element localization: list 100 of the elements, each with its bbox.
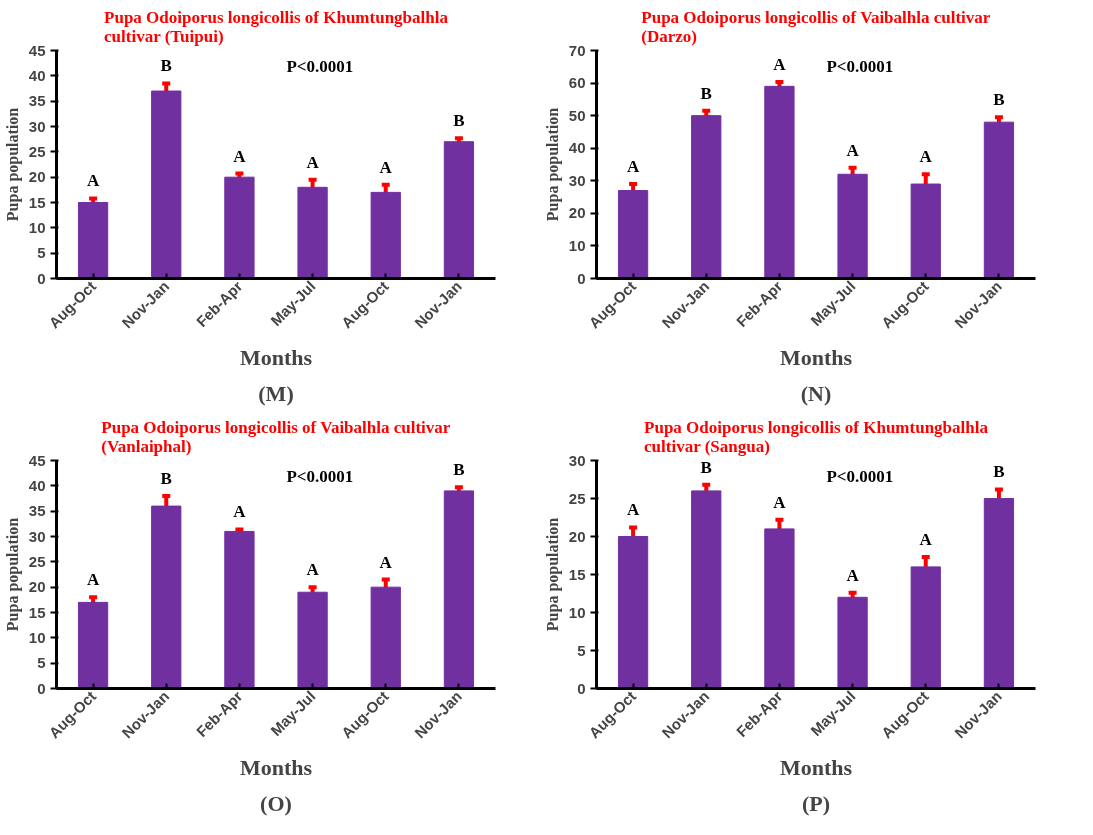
annotation: B xyxy=(453,460,465,480)
y-tick-label: 40 xyxy=(28,476,46,494)
annotation: A xyxy=(86,570,100,590)
y-tick-label: 20 xyxy=(568,204,586,222)
bar xyxy=(224,176,255,279)
bar xyxy=(151,505,182,689)
x-axis-title: Months xyxy=(239,345,313,371)
bar xyxy=(151,90,182,279)
x-axis-title: Months xyxy=(779,345,853,371)
bar xyxy=(443,141,475,279)
y-tick-label: 5 xyxy=(37,654,46,672)
y-tick-label: 0 xyxy=(577,269,586,287)
y-axis-title: Pupa population xyxy=(3,107,22,222)
y-tick-label: 40 xyxy=(28,66,46,84)
y-tick-label: 15 xyxy=(568,565,586,583)
bar xyxy=(77,601,109,689)
y-tick-label: 40 xyxy=(568,139,586,157)
text: (M) xyxy=(258,380,294,406)
bar xyxy=(837,173,868,279)
annotation: B xyxy=(700,83,712,103)
y-tick-label: 35 xyxy=(28,502,46,520)
y-tick-label: 45 xyxy=(28,451,46,469)
bar xyxy=(297,186,328,279)
annotation: A xyxy=(773,55,787,75)
y-tick-label: 20 xyxy=(568,527,586,545)
y-tick-label: 15 xyxy=(28,603,46,621)
annotation: B xyxy=(700,457,712,477)
y-tick-label: 20 xyxy=(28,168,46,186)
annotation: A xyxy=(379,157,393,177)
y-axis-title: Pupa population xyxy=(543,517,562,632)
annotation: B xyxy=(160,56,172,76)
y-tick-label: 0 xyxy=(577,679,586,697)
y-tick-label: 30 xyxy=(28,117,46,135)
annotation: B xyxy=(993,90,1005,110)
bar xyxy=(77,202,109,279)
y-tick-label: 50 xyxy=(568,106,586,124)
y-tick-label: 35 xyxy=(28,92,46,110)
annotation: A xyxy=(846,140,860,160)
y-tick-label: 5 xyxy=(37,244,46,262)
y-axis-title: Pupa population xyxy=(3,517,22,632)
bar xyxy=(983,121,1015,279)
annotation: A xyxy=(379,552,393,572)
annotation: A xyxy=(306,152,320,172)
y-tick-label: 30 xyxy=(28,527,46,545)
annotation: A xyxy=(846,565,860,585)
y-tick-label: 0 xyxy=(37,269,46,287)
annotation: A xyxy=(86,171,100,191)
bar xyxy=(297,591,328,689)
text: (N) xyxy=(800,380,832,406)
y-tick-label: 10 xyxy=(28,628,46,646)
y-axis-title: Pupa population xyxy=(543,107,562,222)
bar xyxy=(617,536,649,689)
bar xyxy=(837,596,868,689)
chart-title: Pupa Odoiporus longicollis of Khumtungbalhla cultivar (Sangua) xyxy=(644,417,989,456)
annotation: P<0.0001 xyxy=(826,56,894,76)
x-axis-title: Months xyxy=(779,755,853,781)
annotation: A xyxy=(306,560,320,580)
y-tick-label: 0 xyxy=(37,679,46,697)
bar xyxy=(910,566,941,689)
annotation: A xyxy=(919,147,933,167)
y-tick-label: 10 xyxy=(568,236,586,254)
chart-title: Pupa Odoiporus longicollis of Vaibalhla cultivar (Darzo) xyxy=(641,7,991,46)
annotation: A xyxy=(773,492,787,512)
annotation: A xyxy=(626,157,640,177)
annotation: A xyxy=(233,502,247,522)
y-tick-label: 45 xyxy=(28,41,46,59)
chart-title: Pupa Odoiporus longicollis of Khumtungbalhla cultivar (Tuipui) xyxy=(104,7,449,46)
y-tick-label: 30 xyxy=(568,451,586,469)
annotation: A xyxy=(919,530,933,550)
bar xyxy=(764,528,795,689)
text: (P) xyxy=(801,790,831,816)
y-tick-label: 60 xyxy=(568,74,586,92)
bar xyxy=(910,183,941,279)
bar xyxy=(764,85,795,279)
y-tick-label: 25 xyxy=(568,489,586,507)
annotation: B xyxy=(160,468,172,488)
bar xyxy=(370,586,401,689)
annotation: B xyxy=(453,111,465,131)
y-tick-label: 30 xyxy=(568,171,586,189)
bar xyxy=(691,115,722,279)
bar xyxy=(370,191,401,279)
annotation: A xyxy=(233,146,247,166)
y-tick-label: 10 xyxy=(28,218,46,236)
bar xyxy=(691,490,722,689)
chart-title: Pupa Odoiporus longicollis of Vaibalhla cultivar (Vanlaiphal) xyxy=(101,417,451,456)
annotation: B xyxy=(993,462,1005,482)
y-tick-label: 25 xyxy=(28,142,46,160)
x-axis-title: Months xyxy=(239,755,313,781)
text: (O) xyxy=(260,790,292,816)
annotation: P<0.0001 xyxy=(286,56,354,76)
annotation: P<0.0001 xyxy=(286,466,354,486)
bar xyxy=(443,490,475,689)
y-tick-label: 15 xyxy=(28,193,46,211)
y-tick-label: 10 xyxy=(568,603,586,621)
y-tick-label: 25 xyxy=(28,552,46,570)
y-tick-label: 5 xyxy=(577,641,586,659)
annotation: P<0.0001 xyxy=(826,466,894,486)
y-tick-label: 20 xyxy=(28,578,46,596)
annotation: A xyxy=(626,500,640,520)
bar xyxy=(617,190,649,279)
